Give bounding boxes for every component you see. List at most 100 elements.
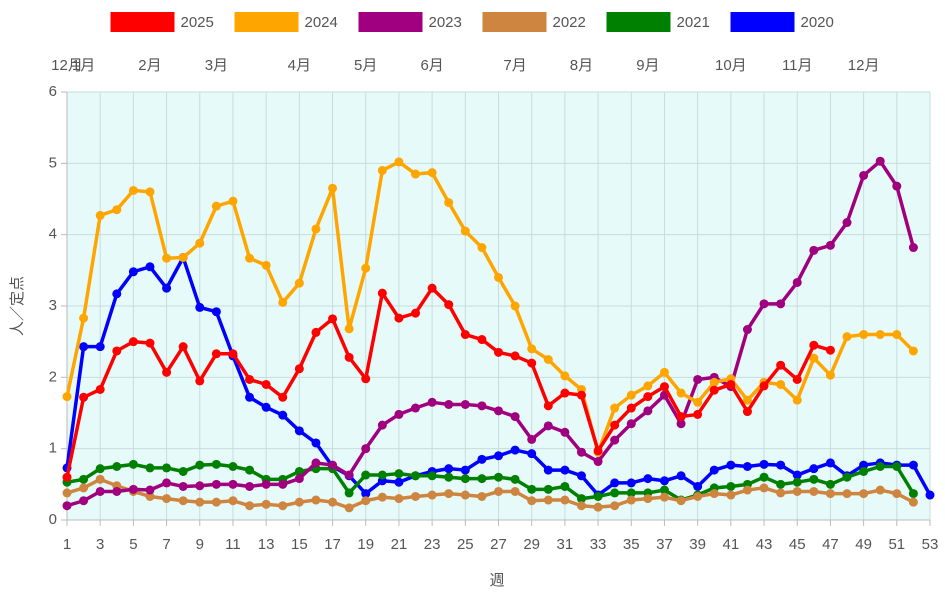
data-point [543,401,553,411]
x-tick-label: 17 [324,536,341,553]
data-point [626,495,636,505]
data-point [477,243,487,253]
data-point [112,289,122,299]
data-point [112,346,122,356]
series [62,156,918,511]
y-tick-label: 4 [49,226,57,243]
data-point [676,471,686,481]
data-point [427,490,437,500]
data-point [294,364,304,374]
series-line [66,159,916,508]
data-point [361,374,371,384]
data-point [626,390,636,400]
data-point [477,335,487,345]
data-point [195,238,205,248]
data-point [211,459,221,469]
data-point [344,352,354,362]
data-point [908,489,918,499]
data-point [294,426,304,436]
x-tick-label: 9 [196,536,204,553]
data-point [925,490,935,500]
data-point [859,460,869,470]
data-point [892,462,902,471]
x-tick-label: 35 [623,536,640,553]
data-point [444,198,454,208]
y-tick-label: 6 [49,83,57,100]
data-point [643,494,653,504]
data-point [145,485,155,495]
data-point [427,283,437,293]
x-tick-label: 19 [357,536,374,553]
data-point [543,484,553,494]
data-point [145,262,155,272]
y-tick-label: 5 [49,154,57,171]
x-tick-label: 1 [63,536,71,553]
month-label: 10月 [715,57,747,74]
month-label: 12月 [848,57,880,74]
data-point [427,471,437,481]
series-line [66,462,915,502]
data-point [825,458,835,468]
data-point [178,252,188,262]
data-point [444,489,454,499]
data-point [510,474,520,484]
data-point [510,412,520,422]
data-point [361,263,371,273]
data-point [494,406,503,416]
data-point [527,484,537,494]
data-point [576,390,586,400]
data-point [228,479,238,489]
legend-swatch [234,12,299,32]
data-point [261,260,271,270]
data-point [162,494,172,504]
data-point [659,382,669,392]
legend-label: 2023 [429,14,462,31]
data-point [859,330,869,340]
data-point [560,371,570,381]
data-point [444,399,454,409]
data-point [361,470,371,480]
y-tick-label: 0 [49,511,57,528]
data-point [95,486,105,496]
data-point [278,410,288,420]
data-point [676,388,686,398]
data-point [626,403,636,413]
data-point [261,379,271,389]
data-point [892,330,902,340]
data-point [311,495,321,505]
legend-label: 2025 [181,14,214,31]
data-point [626,419,636,429]
data-point [825,345,835,355]
data-point [908,346,918,356]
data-point [776,479,786,489]
data-point [261,479,271,489]
data-point [527,496,537,506]
data-point [411,471,421,481]
data-point [809,245,819,255]
data-point [112,205,122,215]
data-point [128,459,138,469]
data-point [560,388,570,398]
month-label: 4月 [288,57,311,74]
data-point [377,165,387,175]
data-point [245,465,255,475]
data-point [742,485,752,495]
data-point [195,497,205,507]
data-point [576,447,586,457]
data-point [211,307,221,317]
data-point [742,407,752,417]
data-point [593,502,603,512]
data-point [693,374,703,384]
x-tick-label: 47 [822,536,839,553]
data-point [742,395,752,405]
data-point [494,486,503,496]
x-tick-label: 39 [689,536,706,553]
data-point [311,327,321,337]
data-point [361,489,371,499]
data-point [825,240,835,250]
data-point [494,272,503,282]
data-point [394,494,404,504]
data-point [576,501,586,511]
y-tick-label: 2 [49,368,57,385]
x-tick-label: 27 [490,536,507,553]
